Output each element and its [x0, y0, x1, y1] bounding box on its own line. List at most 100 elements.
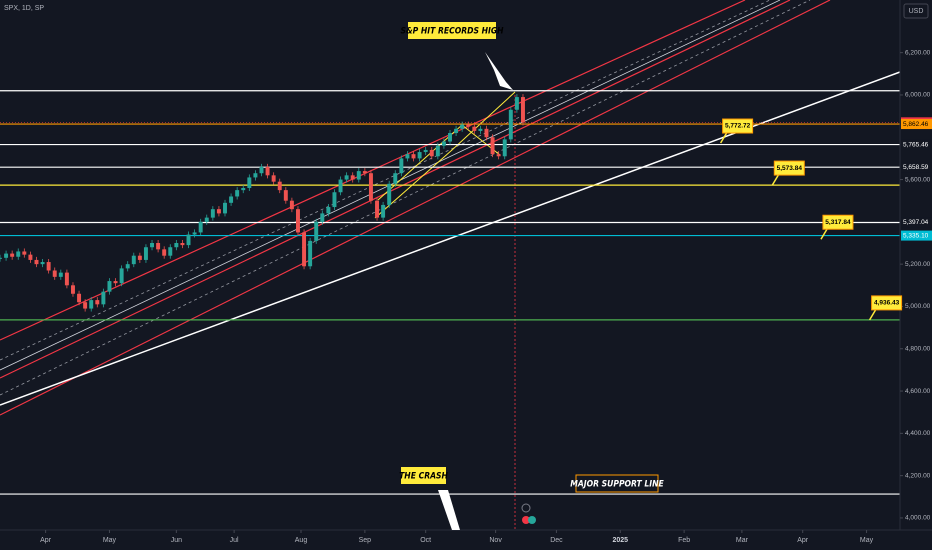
candle [22, 251, 27, 255]
x-tick-label: May [860, 537, 874, 544]
callout-label: 5,317.84 [825, 219, 851, 226]
candle [119, 268, 124, 284]
callout-label: 4,936.43 [874, 300, 900, 307]
x-tick-label: Dec [550, 537, 563, 544]
candle [441, 141, 446, 146]
candle [52, 270, 57, 277]
channel-upper [0, 0, 746, 341]
candle [381, 204, 386, 218]
candle [223, 202, 227, 214]
price-label-box [901, 162, 932, 173]
price-label: 5,765.46 [903, 141, 929, 148]
price-label-box [901, 217, 932, 228]
candle [362, 171, 367, 174]
candle [417, 152, 422, 159]
currency-box [903, 3, 929, 19]
candle [0, 257, 2, 259]
candle [83, 302, 88, 309]
callout-label: 5,573.84 [777, 165, 803, 172]
candle [356, 171, 361, 180]
channel-dash [0, 0, 811, 396]
candle [295, 209, 300, 233]
callout-pointer [820, 228, 828, 240]
candle [186, 234, 191, 246]
candle [283, 190, 288, 201]
candle [387, 183, 392, 205]
x-tick-label: Mar [736, 537, 749, 544]
candle [174, 243, 179, 248]
x-tick-label: Oct [420, 537, 431, 544]
note-box [575, 474, 659, 493]
y-tick-label: 5,000.00 [905, 303, 931, 310]
candle [435, 145, 440, 157]
callout-pointer [771, 174, 779, 186]
candle [150, 243, 155, 248]
candle [259, 166, 264, 174]
x-tick-label: Jun [171, 537, 182, 544]
candle [289, 200, 294, 210]
candle [162, 249, 167, 256]
candle [101, 291, 106, 305]
candle [241, 188, 246, 191]
candle [405, 154, 410, 159]
x-tick-label: Aug [295, 537, 308, 544]
x-tick-label: Nov [489, 537, 502, 544]
candle [326, 207, 331, 214]
callout-box [722, 118, 754, 134]
arrow [485, 52, 513, 90]
candle [520, 97, 525, 123]
candle [490, 137, 495, 155]
candle [77, 293, 82, 303]
x-tick-label: Sep [359, 537, 372, 544]
x-tick-label: Jul [230, 537, 239, 544]
y-tick-label: 4,200.00 [905, 472, 931, 479]
candle [192, 232, 197, 235]
candle [168, 247, 173, 256]
price-label: 5,658.59 [903, 164, 929, 171]
candle [423, 149, 428, 153]
candle [460, 124, 465, 129]
callout-box [773, 160, 805, 176]
candle [478, 128, 483, 131]
candle [496, 154, 501, 157]
candle [508, 109, 513, 140]
candle [271, 175, 276, 182]
candle [253, 173, 258, 178]
callout-box [871, 295, 903, 311]
candle [344, 175, 349, 180]
currency: USD [909, 8, 924, 15]
note: S&P HIT RECORDS HIGH [400, 27, 504, 37]
plot-area [0, 0, 901, 531]
candle [332, 192, 337, 208]
candle [411, 154, 416, 159]
candle [64, 272, 69, 286]
price-label-box [901, 230, 932, 241]
x-tick-label: May [103, 537, 117, 544]
candle [137, 255, 142, 260]
y-tick-label: 6,000.00 [905, 92, 931, 99]
price-label-box [901, 139, 932, 150]
candle [429, 149, 434, 157]
candle [350, 175, 355, 180]
trend-line [374, 91, 516, 219]
callout-box [822, 214, 854, 230]
x-tick-label: 2025 [612, 537, 628, 544]
candle [502, 139, 507, 157]
channel-middle [0, 0, 791, 379]
event-icon [522, 516, 530, 524]
candle [472, 126, 477, 131]
candle [368, 173, 373, 201]
x-tick-label: Apr [797, 537, 809, 544]
price-label: 5,862.46 [903, 121, 929, 128]
candle [143, 247, 148, 260]
price-label-box [901, 119, 932, 130]
candle [466, 124, 471, 127]
candle [34, 259, 39, 265]
candle [70, 285, 75, 294]
symbol-title: SPX, 1D, SP [4, 5, 44, 12]
candle [10, 253, 15, 257]
channel-dash [0, 0, 771, 361]
candle [4, 253, 9, 258]
candle [265, 166, 270, 176]
candle [514, 97, 519, 110]
